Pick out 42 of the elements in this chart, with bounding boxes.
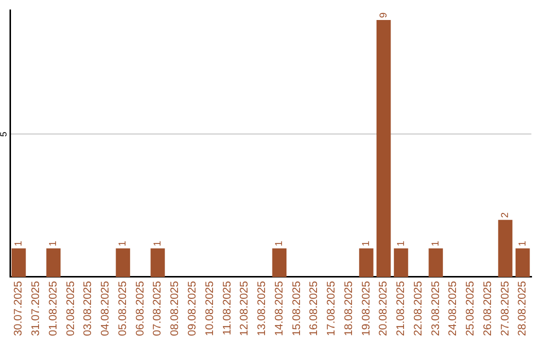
x-tick-label: 04.08.2025 — [100, 280, 112, 336]
data-label: 1 — [517, 240, 528, 246]
x-tick-label: 23.08.2025 — [430, 280, 442, 336]
data-label: 1 — [118, 240, 129, 246]
x-tick-label: 16.08.2025 — [308, 280, 320, 336]
x-tick-label: 11.08.2025 — [221, 280, 234, 336]
y-tick-label: 5 — [0, 132, 8, 137]
data-label: 1 — [430, 240, 442, 246]
x-tick-label: 19.08.2025 — [360, 280, 372, 336]
x-tick-label: 20.08.2025 — [378, 280, 390, 336]
x-tick-label: 08.08.2025 — [169, 280, 182, 336]
x-tick-label: 25.08.2025 — [464, 280, 477, 336]
x-tick-label: 09.08.2025 — [186, 280, 199, 336]
x-tick-label: 03.08.2025 — [82, 280, 94, 336]
x-tick-label: 22.08.2025 — [412, 280, 424, 336]
x-tick-label: 15.08.2025 — [290, 280, 303, 336]
x-tick-label: 02.08.2025 — [64, 280, 77, 336]
x-tick-label: 12.08.2025 — [238, 280, 251, 336]
x-tick-label: 06.08.2025 — [134, 280, 146, 336]
x-tick-label: 13.08.2025 — [256, 280, 268, 336]
x-tick-label: 01.08.2025 — [47, 280, 60, 336]
x-tick-label: 17.08.2025 — [326, 280, 338, 336]
x-tick-label: 10.08.2025 — [204, 280, 216, 336]
x-tick-label: 28.08.2025 — [516, 280, 529, 336]
data-label: 1 — [361, 240, 372, 246]
x-tick-label: 26.08.2025 — [482, 280, 494, 336]
x-tick-label: 05.08.2025 — [116, 280, 129, 336]
x-tick-label: 07.08.2025 — [152, 280, 164, 336]
x-tick-label: 30.07.2025 — [12, 280, 25, 336]
data-label: 1 — [396, 240, 407, 246]
data-label: 1 — [152, 240, 164, 246]
x-tick-label: 14.08.2025 — [273, 280, 286, 336]
data-label: 9 — [378, 12, 390, 18]
data-label: 1 — [48, 240, 60, 246]
x-tick-label: 24.08.2025 — [447, 280, 460, 336]
data-label: 1 — [13, 240, 24, 246]
x-tick-label: 21.08.2025 — [395, 280, 408, 336]
x-tick-label: 18.08.2025 — [342, 280, 355, 336]
x-tick-label: 31.07.2025 — [30, 280, 42, 336]
data-label: 1 — [274, 240, 286, 246]
x-tick-label: 27.08.2025 — [499, 280, 512, 336]
data-label: 2 — [500, 212, 512, 218]
